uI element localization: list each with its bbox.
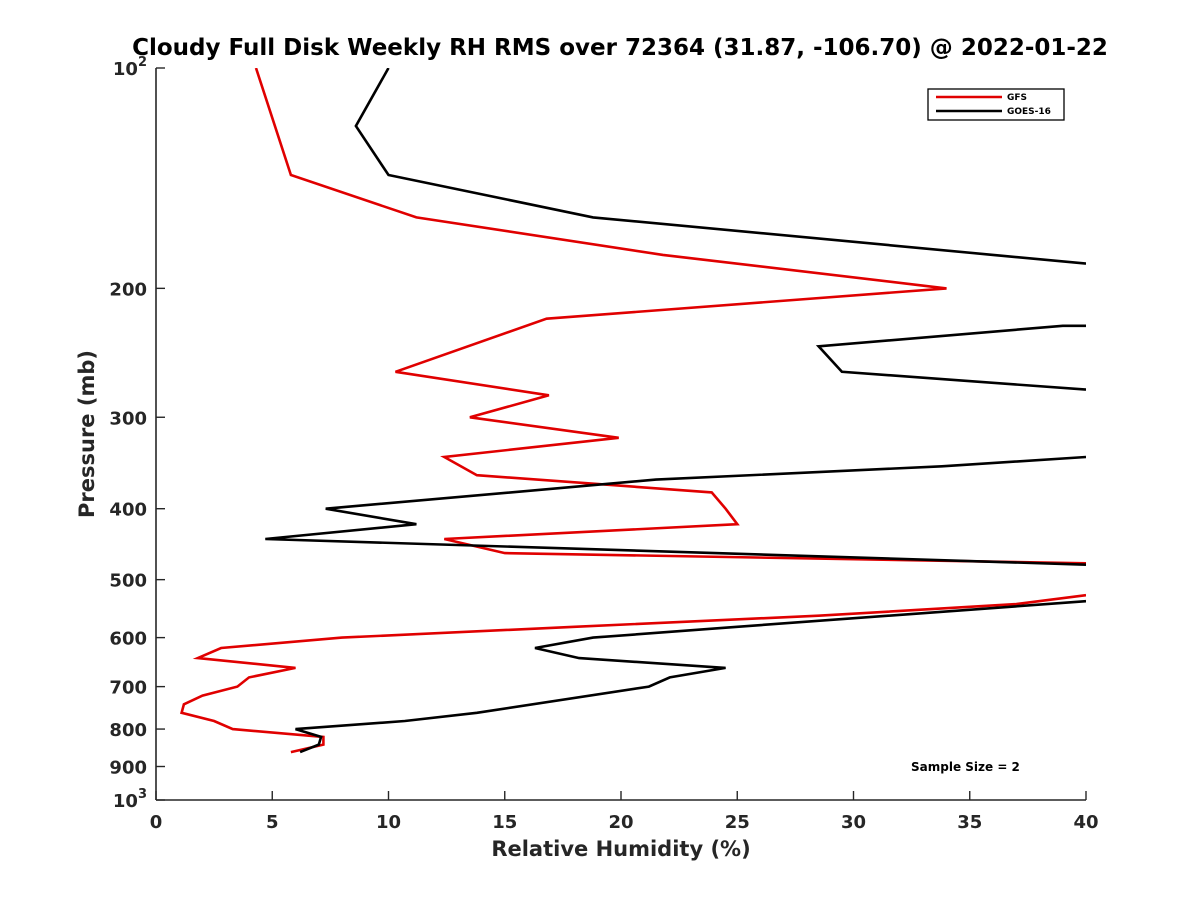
- legend-label-goes16: GOES-16: [1007, 107, 1051, 117]
- x-tick-label-25: 25: [725, 812, 750, 833]
- y-axis-label: Pressure (mb): [75, 350, 99, 518]
- series-line-gfs-1: [179, 593, 1086, 754]
- y-tick-label-500: 500: [109, 571, 147, 592]
- x-tick-label-0: 0: [150, 812, 163, 833]
- series-group: [179, 68, 1086, 754]
- legend: GFS GOES-16: [927, 88, 1065, 121]
- x-tick-label-10: 10: [376, 812, 401, 833]
- plot-area: [156, 68, 1086, 800]
- series-layer: [179, 68, 1086, 754]
- y-tick-label-100: 102: [113, 55, 147, 80]
- x-tick-label-15: 15: [492, 812, 517, 833]
- x-axis-label: Relative Humidity (%): [491, 837, 750, 861]
- legend-box: [927, 88, 1065, 121]
- series-line-gfs-0: [254, 68, 1086, 565]
- y-tick-label-700: 700: [109, 678, 147, 699]
- y-tick-label-300: 300: [109, 408, 147, 429]
- x-tick-label-35: 35: [957, 812, 982, 833]
- y-tick-label-800: 800: [109, 720, 147, 741]
- y-tick-label-900: 900: [109, 758, 147, 779]
- x-tick-label-40: 40: [1073, 812, 1098, 833]
- legend-label-gfs: GFS: [1007, 93, 1027, 103]
- x-tick-label-30: 30: [841, 812, 866, 833]
- y-tick-label-600: 600: [109, 629, 147, 650]
- y-tick-label-400: 400: [109, 500, 147, 521]
- axes-layer: 0 5 10 15 20 25 30 35 40 102 200 300 400 500 600 700 800…: [109, 55, 1098, 833]
- series-line-goes16-4: [265, 455, 1086, 566]
- chart-title: Cloudy Full Disk Weekly RH RMS over 7236…: [132, 35, 1108, 61]
- y-tick-label-200: 200: [109, 279, 147, 300]
- x-tick-label-20: 20: [608, 812, 633, 833]
- series-line-goes16-2: [354, 68, 1086, 265]
- series-line-goes16-5: [295, 599, 1086, 754]
- sample-size-annotation: Sample Size = 2: [911, 760, 1020, 774]
- x-tick-label-5: 5: [266, 812, 279, 833]
- series-line-goes16-3: [815, 324, 1086, 391]
- y-tick-label-1000: 103: [113, 787, 147, 812]
